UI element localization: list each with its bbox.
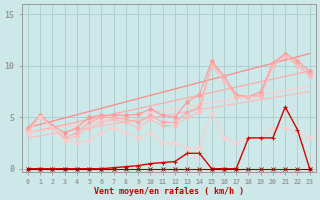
- X-axis label: Vent moyen/en rafales ( km/h ): Vent moyen/en rafales ( km/h ): [94, 187, 244, 196]
